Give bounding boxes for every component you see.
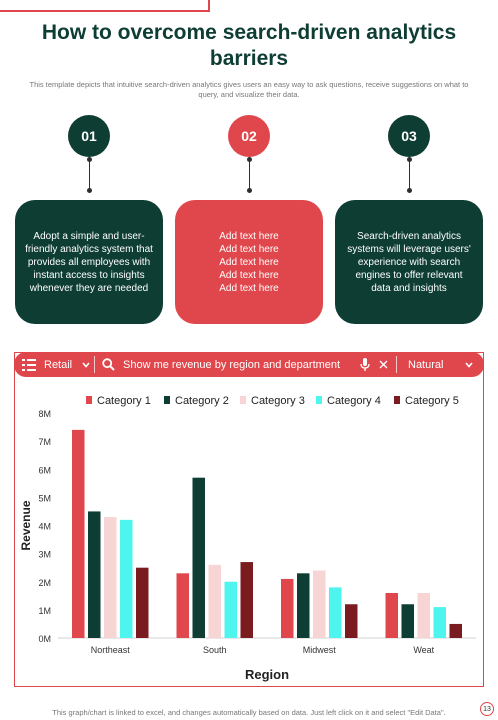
step-connector-1 xyxy=(89,157,90,189)
bar-category-5 xyxy=(345,604,358,638)
bar-category-2 xyxy=(88,511,101,638)
page-number: 13 xyxy=(480,702,494,716)
y-tick-label: 1M xyxy=(38,606,51,616)
search-bar[interactable]: Retail Show me revenue by region and dep… xyxy=(14,352,484,377)
step-text-3: Search-driven analytics systems will lev… xyxy=(347,230,471,294)
close-icon[interactable] xyxy=(379,352,388,377)
legend-swatch xyxy=(164,396,170,404)
corner-decoration xyxy=(0,0,210,12)
legend-swatch xyxy=(316,396,322,404)
step-dot-bottom-2 xyxy=(247,188,252,193)
step-text-1: Adopt a simple and user-friendly analyti… xyxy=(25,230,153,294)
bar-category-1 xyxy=(385,593,398,638)
bar-category-5 xyxy=(136,567,149,638)
footer-note: This graph/chart is linked to excel, and… xyxy=(52,708,446,717)
step-connector-2 xyxy=(249,157,250,189)
y-tick-label: 8M xyxy=(38,409,51,419)
bar-category-3 xyxy=(104,517,117,638)
mode-label: Natural xyxy=(408,358,444,371)
x-tick-label: South xyxy=(203,645,227,655)
x-tick-label: Northeast xyxy=(91,645,131,655)
y-tick-label: 5M xyxy=(38,493,51,503)
bar-category-2 xyxy=(192,477,205,638)
legend-label: Category 2 xyxy=(175,395,229,407)
step-dot-top-2 xyxy=(247,157,252,162)
chevron-down-icon xyxy=(465,361,474,368)
bar-category-1 xyxy=(176,573,189,638)
microphone-icon[interactable] xyxy=(360,352,370,377)
step-text-2: Add text here Add text here Add text her… xyxy=(219,230,279,294)
bar-category-1 xyxy=(281,578,294,638)
revenue-bar-chart: Category 1 Category 2 Category 3 Category 4… xyxy=(19,395,476,682)
legend-label: Category 4 xyxy=(327,395,381,407)
bar-category-5 xyxy=(240,562,253,638)
step-number-1: 01 xyxy=(68,115,110,157)
bar-category-3 xyxy=(417,593,430,638)
dataset-label: Retail xyxy=(44,358,73,371)
bar-category-2 xyxy=(297,573,310,638)
bar-category-3 xyxy=(313,570,326,638)
step-card-3: Search-driven analytics systems will lev… xyxy=(335,200,483,324)
search-query-field[interactable]: Show me revenue by region and department xyxy=(102,352,340,377)
legend-label: Category 1 xyxy=(97,395,151,407)
step-number-3: 03 xyxy=(388,115,430,157)
y-tick-label: 0M xyxy=(38,634,51,644)
step-dot-bottom-1 xyxy=(87,188,92,193)
legend-swatch xyxy=(86,396,92,404)
x-tick-label: Weat xyxy=(413,645,434,655)
legend-swatch xyxy=(394,396,400,404)
bar-category-4 xyxy=(329,587,342,638)
legend-swatch xyxy=(240,396,246,404)
legend-label: Category 3 xyxy=(251,395,305,407)
step-dot-top-3 xyxy=(407,157,412,162)
y-tick-label: 3M xyxy=(38,550,51,560)
bar-category-3 xyxy=(208,564,221,638)
y-axis-title: Revenue xyxy=(19,500,33,550)
mode-separator xyxy=(396,356,397,373)
mode-selector[interactable]: Natural xyxy=(408,352,474,377)
page-subtitle: This template depicts that intuitive sea… xyxy=(29,80,469,99)
bar-category-2 xyxy=(401,604,414,638)
step-connector-3 xyxy=(409,157,410,189)
bar-category-1 xyxy=(72,429,85,638)
bar-category-5 xyxy=(449,623,462,638)
x-tick-label: Midwest xyxy=(303,645,337,655)
y-tick-label: 6M xyxy=(38,465,51,475)
y-tick-label: 4M xyxy=(38,522,51,532)
step-card-1: Adopt a simple and user-friendly analyti… xyxy=(15,200,163,324)
step-dot-bottom-3 xyxy=(407,188,412,193)
x-axis-title: Region xyxy=(245,667,289,682)
dataset-selector[interactable]: Retail xyxy=(22,352,90,377)
bar-category-4 xyxy=(120,519,133,638)
bar-category-4 xyxy=(224,581,237,638)
step-card-2: Add text here Add text here Add text her… xyxy=(175,200,323,324)
search-separator xyxy=(94,356,95,373)
chevron-down-icon xyxy=(82,361,90,368)
table-icon xyxy=(22,358,36,371)
bar-category-4 xyxy=(433,607,446,638)
step-number-2: 02 xyxy=(228,115,270,157)
legend-label: Category 5 xyxy=(405,395,459,407)
y-tick-label: 2M xyxy=(38,578,51,588)
y-tick-label: 7M xyxy=(38,437,51,447)
search-icon xyxy=(102,358,115,371)
step-dot-top-1 xyxy=(87,157,92,162)
page-title: How to overcome search-driven analytics … xyxy=(41,21,457,70)
search-query-text: Show me revenue by region and department xyxy=(123,358,341,371)
